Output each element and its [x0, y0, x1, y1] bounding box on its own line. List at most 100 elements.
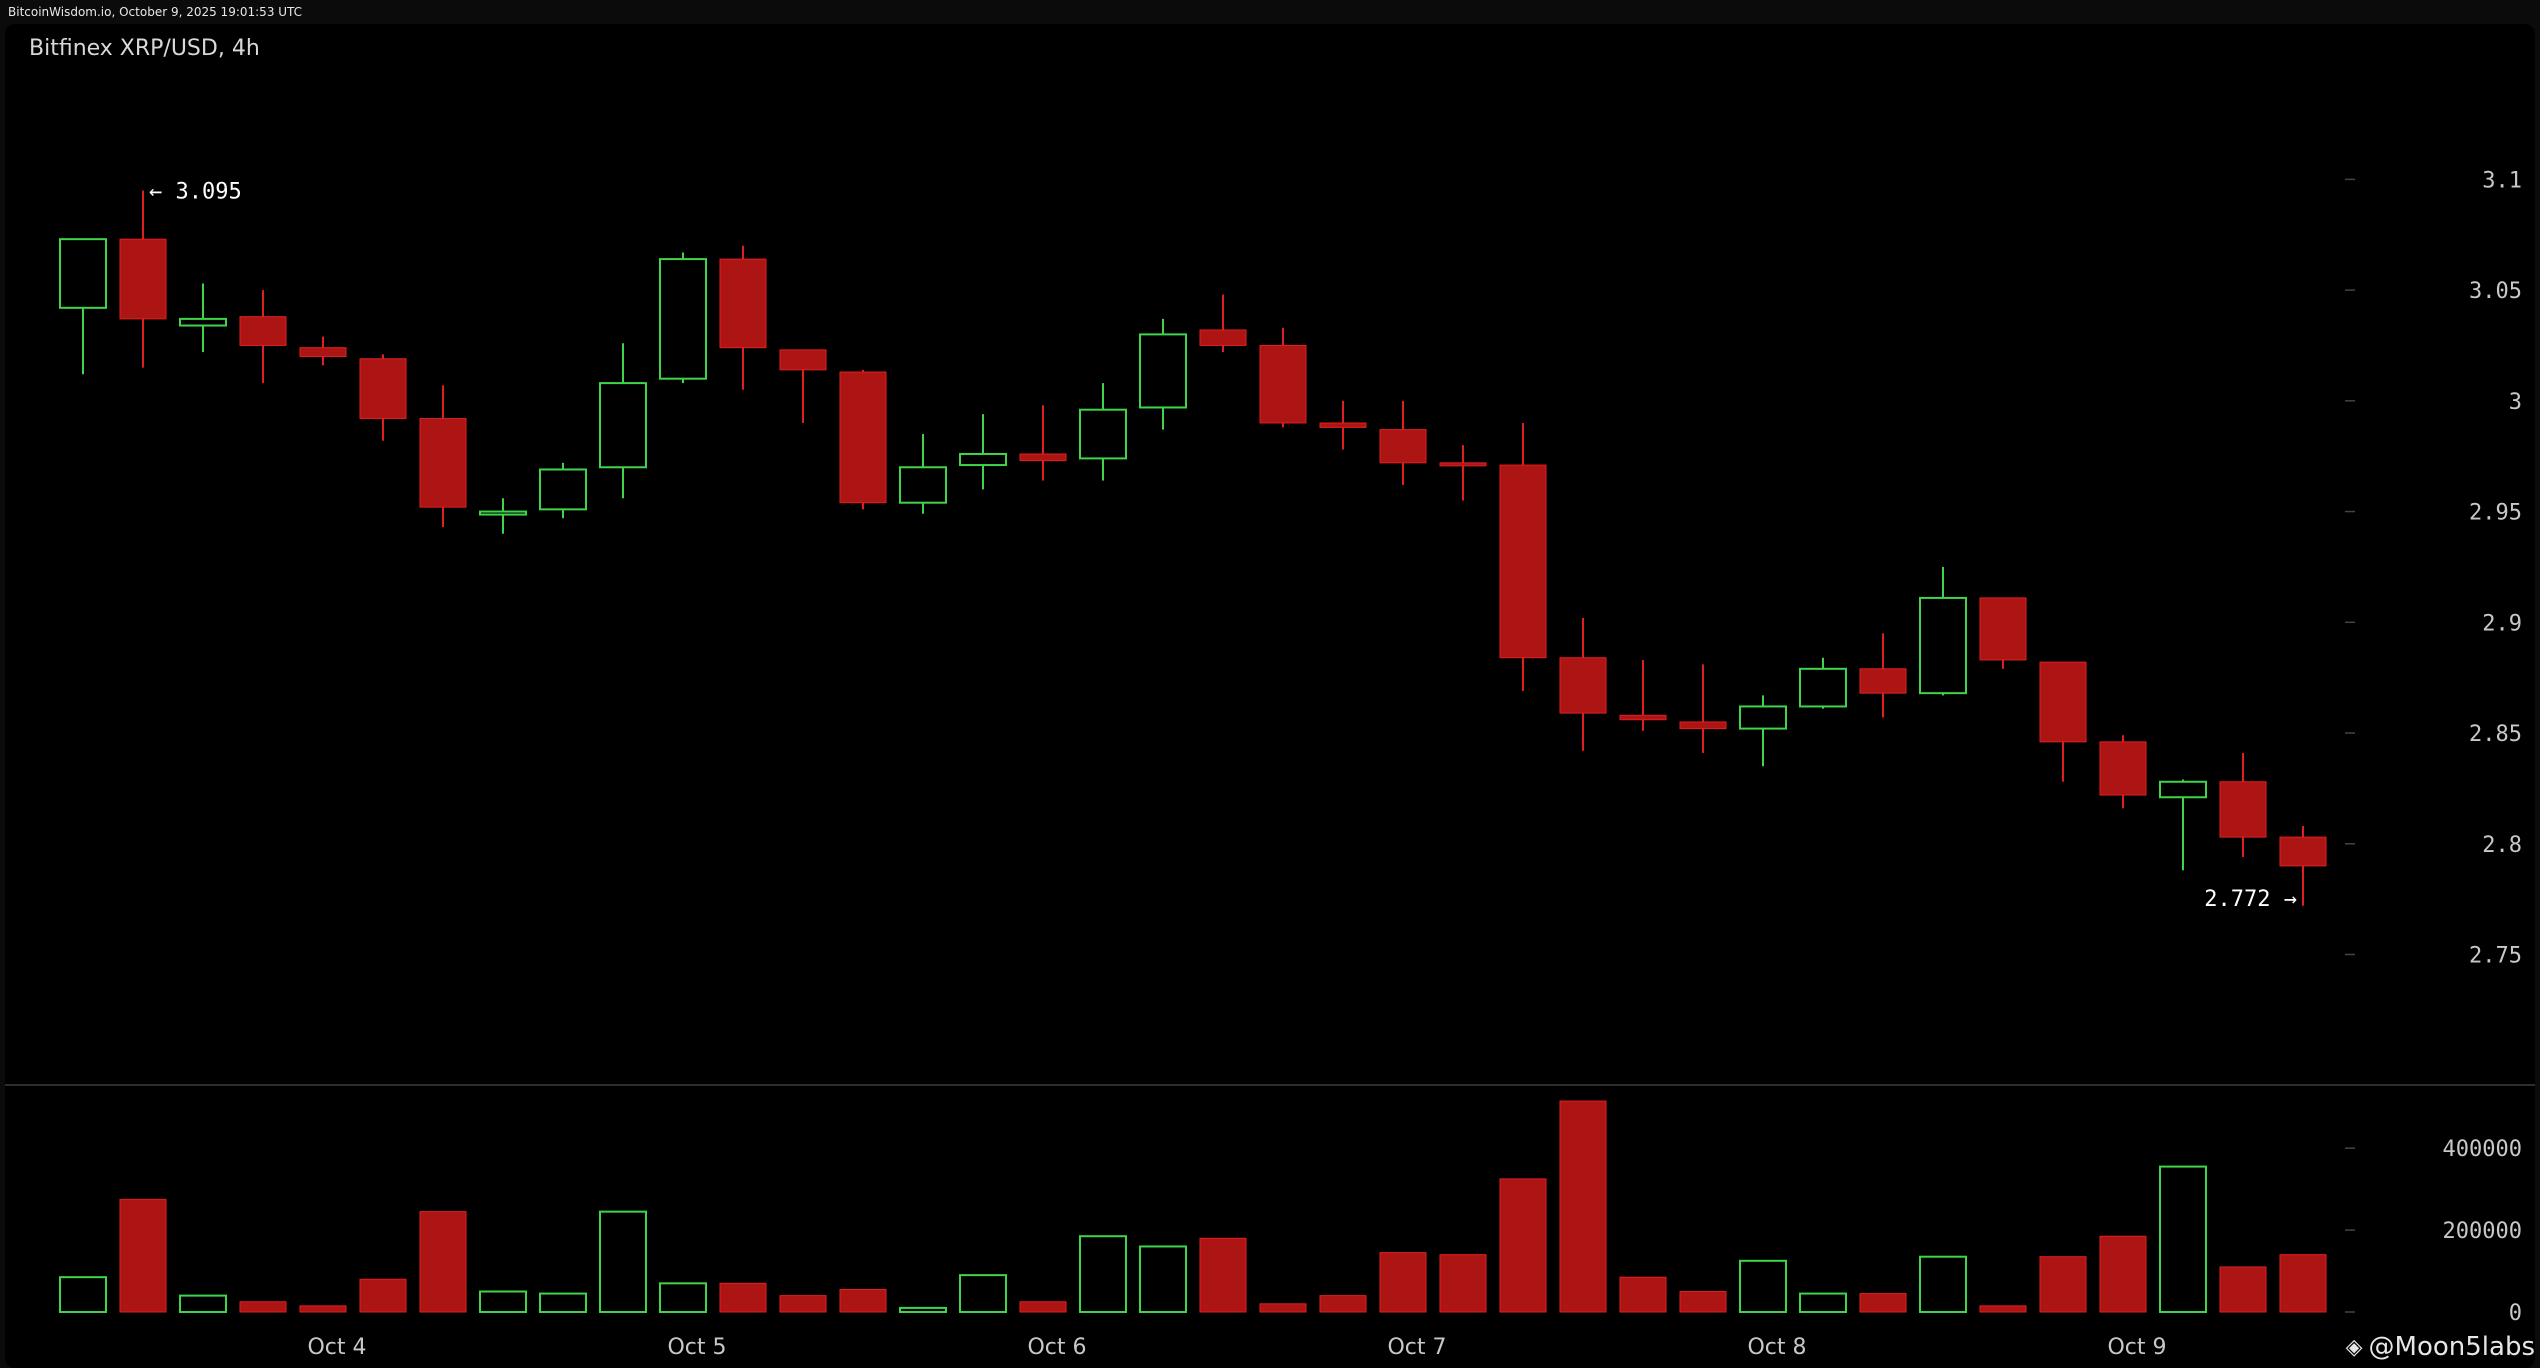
- volume-bar-up: [1919, 1255, 1967, 1313]
- candle-up: [479, 498, 527, 534]
- volume-bar-down: [779, 1295, 827, 1313]
- candle-down: [2279, 826, 2327, 906]
- candle-up: [59, 238, 107, 375]
- volume-tick-label: 400000: [2443, 1137, 2522, 1162]
- candle-down: [1559, 617, 1607, 751]
- candle-down: [1259, 327, 1307, 428]
- volume-bar-down: [839, 1288, 887, 1313]
- price-tick-label: 2.95: [2469, 501, 2522, 526]
- volume-bar-down: [1379, 1252, 1427, 1313]
- volume-bar-up: [59, 1276, 107, 1314]
- candle-body: [1019, 453, 1067, 462]
- candle-body: [419, 418, 467, 508]
- volume-axis: 0 200000 400000: [2345, 1137, 2522, 1326]
- candle-down: [1379, 400, 1427, 485]
- volume-bar-down: [1979, 1305, 2027, 1313]
- price-axis: 3.1 3.05 3 2.95 2.9 2.85 2.8 2.75: [2345, 168, 2522, 968]
- candle-body: [719, 258, 767, 349]
- volume-bar-down: [359, 1278, 407, 1313]
- volume-series: [59, 1100, 2327, 1314]
- candle-down: [1439, 445, 1487, 501]
- candle-body: [599, 382, 647, 469]
- candle-down: [299, 336, 347, 366]
- candle-body: [1559, 657, 1607, 714]
- candle-down: [1859, 633, 1907, 718]
- date-tick-label: Oct 8: [1747, 1335, 1806, 1360]
- candle-down: [719, 245, 767, 390]
- candle-body: [1199, 329, 1247, 346]
- candle-body: [959, 452, 1007, 467]
- candle-down: [1499, 422, 1547, 691]
- volume-bar-up: [2159, 1165, 2207, 1314]
- candle-down: [839, 369, 887, 510]
- candle-up: [1139, 318, 1187, 430]
- extreme-annotations: ← 3.095 2.772 →: [149, 179, 2297, 911]
- candle-body: [1079, 408, 1127, 460]
- candle-up: [599, 343, 647, 499]
- volume-bar-up: [539, 1292, 587, 1313]
- volume-bar-down: [1499, 1178, 1547, 1313]
- candle-up: [1079, 383, 1127, 481]
- candle-up: [1739, 695, 1787, 767]
- candle-up: [659, 252, 707, 384]
- volume-bar-down: [2219, 1266, 2267, 1313]
- top-bar: BitcoinWisdom.io, October 9, 2025 19:01:…: [0, 0, 2540, 24]
- candle-body: [1259, 344, 1307, 424]
- volume-bar-up: [1799, 1292, 1847, 1313]
- candle-body: [1499, 464, 1547, 659]
- date-tick-label: Oct 9: [2107, 1335, 2166, 1360]
- price-tick-label: 2.85: [2469, 722, 2522, 747]
- candle-body: [2039, 661, 2087, 743]
- price-tick-label: 2.8: [2482, 833, 2522, 858]
- candle-up: [179, 283, 227, 353]
- candle-up: [539, 462, 587, 519]
- candle-down: [419, 385, 467, 528]
- volume-tick-label: 0: [2509, 1301, 2522, 1326]
- watermark: ◈ @Moon5labs: [2346, 1332, 2535, 1362]
- candle-body: [239, 316, 287, 346]
- candle-down: [2219, 752, 2267, 858]
- diamond-logo-icon: ◈: [2345, 1334, 2363, 1360]
- volume-bar-down: [299, 1305, 347, 1313]
- volume-bar-up: [599, 1210, 647, 1314]
- volume-bar-down: [1019, 1301, 1067, 1313]
- chart-title: Bitfinex XRP/USD, 4h: [29, 36, 260, 61]
- date-tick-label: Oct 6: [1027, 1335, 1086, 1360]
- candle-body: [659, 258, 707, 380]
- price-tick-label: 2.75: [2469, 943, 2522, 968]
- candle-up: [959, 414, 1007, 490]
- candle-body: [1679, 721, 1727, 730]
- candle-body: [1919, 596, 1967, 695]
- candle-down: [779, 349, 827, 423]
- candle-body: [2159, 780, 2207, 799]
- candle-up: [899, 434, 947, 514]
- volume-bar-up: [659, 1282, 707, 1313]
- volume-bar-down: [1199, 1237, 1247, 1313]
- candle-body: [1859, 668, 1907, 694]
- candle-down: [119, 190, 167, 368]
- chart-panel: 3.1 3.05 3 2.95 2.9 2.85 2.8 2.75 0 200000 400000…: [5, 24, 2535, 1368]
- volume-bar-down: [2099, 1235, 2147, 1313]
- candle-body: [1799, 667, 1847, 708]
- candle-body: [1619, 714, 1667, 721]
- volume-bar-down: [239, 1301, 287, 1313]
- candle-body: [2099, 741, 2147, 796]
- candle-up: [1799, 657, 1847, 709]
- candle-down: [1619, 659, 1667, 731]
- volume-bar-down: [419, 1211, 467, 1313]
- candle-down: [1979, 597, 2027, 669]
- candle-body: [539, 468, 587, 511]
- volume-bar-up: [899, 1306, 947, 1313]
- volume-bar-down: [1679, 1291, 1727, 1313]
- candle-body: [1739, 705, 1787, 730]
- candle-down: [239, 290, 287, 384]
- candlestick-series: [59, 190, 2327, 906]
- candle-down: [359, 354, 407, 441]
- volume-bar-down: [1559, 1100, 1607, 1313]
- volume-bar-up: [1139, 1245, 1187, 1314]
- date-tick-label: Oct 7: [1387, 1335, 1446, 1360]
- candle-body: [479, 510, 527, 516]
- volume-bar-up: [1739, 1259, 1787, 1314]
- chart-canvas[interactable]: 3.1 3.05 3 2.95 2.9 2.85 2.8 2.75 0 200000 400000…: [5, 24, 2535, 1368]
- candle-body: [179, 317, 227, 327]
